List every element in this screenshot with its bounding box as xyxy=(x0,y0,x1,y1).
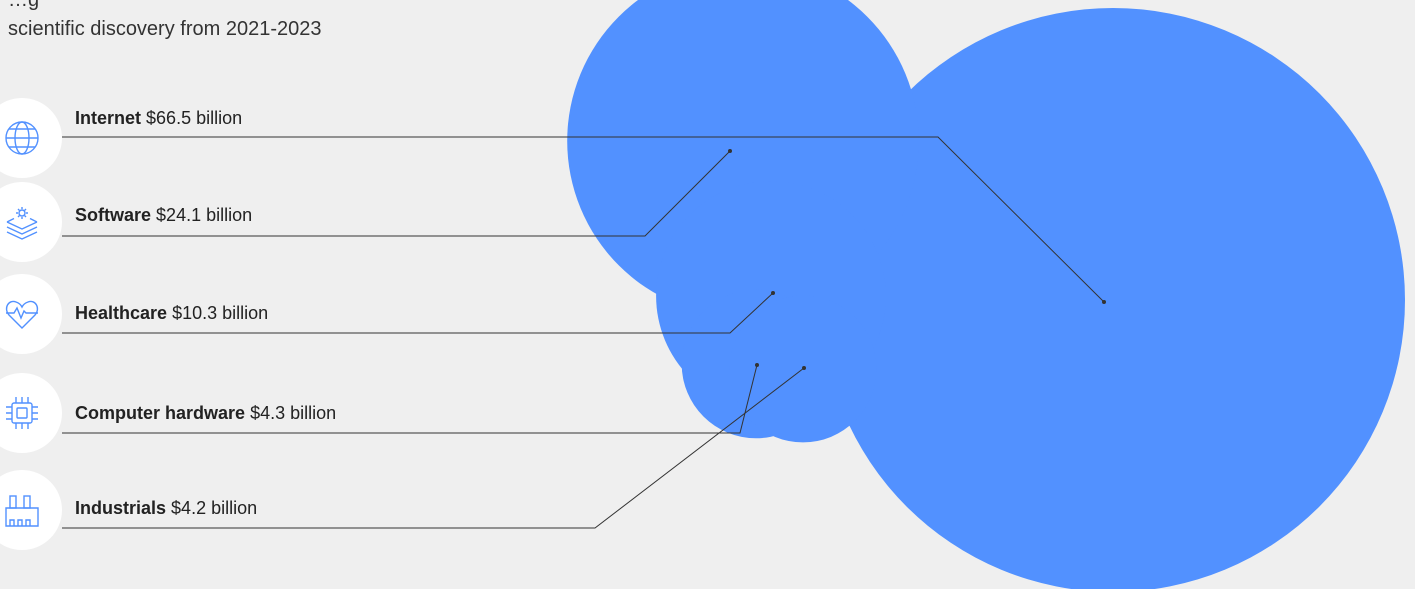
label-computer-hardware-value: $4.3 billion xyxy=(250,403,337,423)
chart-subtitle: scientific discovery from 2021-2023 xyxy=(8,18,322,40)
chart-title-partial: …g xyxy=(8,0,40,11)
leader-line-computer-hardware xyxy=(62,364,758,434)
chip-icon xyxy=(0,373,62,453)
label-internet-value: $66.5 billion xyxy=(146,108,243,128)
globe-icon xyxy=(0,98,62,178)
label-industrials-name: Industrials xyxy=(75,498,167,518)
leader-dot-software xyxy=(728,149,732,153)
label-industrials-value: $4.2 billion xyxy=(171,498,258,518)
factory-icon xyxy=(0,470,62,550)
label-healthcare-value: $10.3 billion xyxy=(172,303,269,323)
gear-layers-icon xyxy=(0,182,62,262)
label-healthcare-name: Healthcare xyxy=(75,303,168,323)
label-computer-hardware-name: Computer hardware xyxy=(75,403,246,423)
label-computer-hardware: Computer hardware $4.3 billion xyxy=(75,403,336,423)
leader-dot-internet xyxy=(1102,300,1106,304)
label-software-value: $24.1 billion xyxy=(156,205,253,225)
leader-line-industrials xyxy=(62,367,805,529)
leader-line-internet xyxy=(62,136,1105,303)
label-healthcare: Healthcare $10.3 billion xyxy=(75,303,268,323)
leader-dot-computer-hardware xyxy=(755,363,759,367)
leader-line-healthcare xyxy=(62,292,774,334)
leader-dot-healthcare xyxy=(771,291,775,295)
heart-pulse-icon xyxy=(0,274,62,354)
bubble-internet xyxy=(821,8,1405,589)
leader-line-software xyxy=(62,150,731,237)
leader-dot-industrials xyxy=(802,366,806,370)
label-software-name: Software xyxy=(75,205,152,225)
label-software: Software $24.1 billion xyxy=(75,205,252,225)
label-internet-name: Internet xyxy=(75,108,142,128)
label-internet: Internet $66.5 billion xyxy=(75,108,242,128)
label-industrials: Industrials $4.2 billion xyxy=(75,498,257,518)
